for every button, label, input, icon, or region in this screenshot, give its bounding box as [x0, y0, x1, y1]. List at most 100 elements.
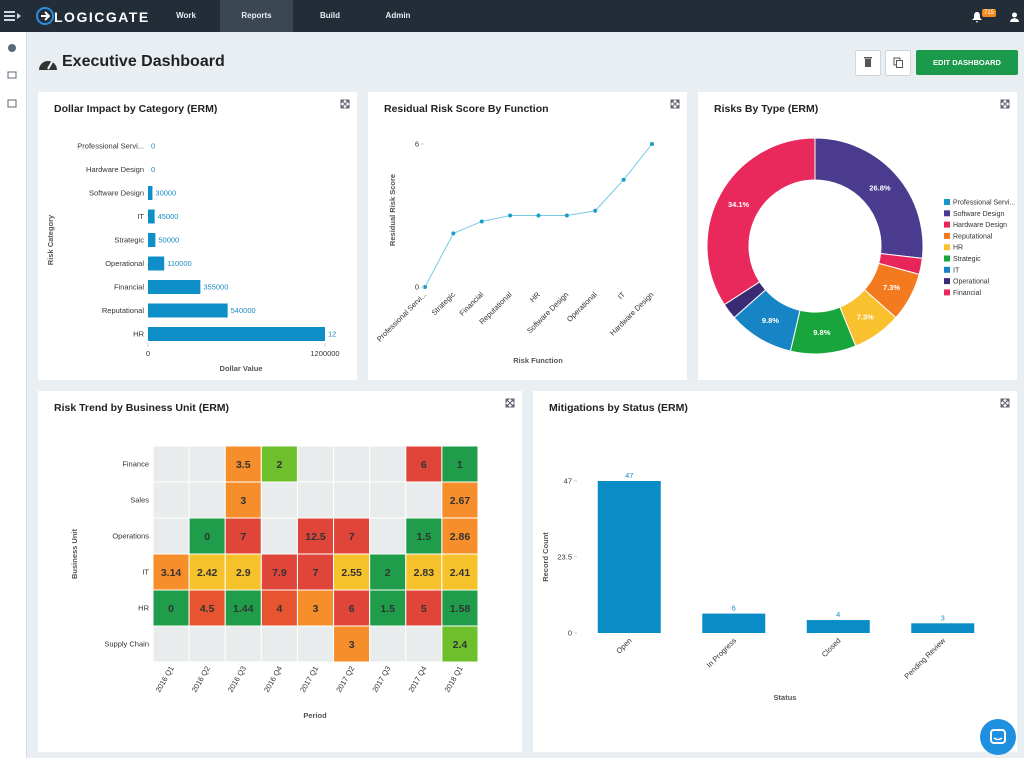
- value-label: 47: [625, 471, 633, 480]
- empty-cell: [260, 517, 298, 555]
- value-label: 3: [941, 613, 945, 622]
- category-label: Software Design: [89, 189, 144, 198]
- x-tick-label: Pending Review: [902, 636, 947, 681]
- expand-icon[interactable]: [505, 398, 515, 408]
- cell-label: 2.83: [414, 567, 435, 579]
- sidebar-icons[interactable]: [0, 32, 26, 122]
- cell-label: 2.41: [450, 567, 471, 579]
- legend-label: Professional Servi...: [953, 200, 1015, 207]
- empty-cell: [188, 445, 226, 483]
- category-label: Strategic: [114, 236, 144, 245]
- nav-admin[interactable]: Admin: [385, 11, 411, 20]
- x-axis-label: Status: [774, 693, 797, 702]
- chart-title: Residual Risk Score By Function: [384, 103, 549, 115]
- chart: 0 23.5 47 47 Open 6 In Progress 4 Closed 3 Pending…: [541, 398, 1010, 702]
- cell-label: 4.5: [200, 603, 215, 615]
- edit-dashboard-button[interactable]: EDIT DASHBOARD: [916, 50, 1018, 75]
- page-title: Executive Dashboard: [62, 53, 225, 70]
- cell: [333, 517, 371, 555]
- cell-label: 0: [204, 531, 210, 543]
- chat-button[interactable]: [980, 719, 1016, 755]
- cell-label: 1.5: [417, 531, 432, 543]
- chart-card: 0 23.5 47 47 Open 6 In Progress 4 Closed 3 Pending…: [533, 391, 1017, 752]
- cell-label: 3: [313, 603, 319, 615]
- x-tick-label: 0: [146, 349, 150, 358]
- edit-button-label: EDIT DASHBOARD: [933, 58, 1001, 67]
- nav-reports[interactable]: Reports: [220, 0, 293, 32]
- cell: [188, 589, 226, 627]
- cell-label: 2.4: [453, 639, 468, 651]
- column-label: 2016 Q3: [226, 665, 248, 694]
- expand-icon[interactable]: [1000, 99, 1010, 109]
- chart-title: Dollar Impact by Category (ERM): [54, 103, 218, 115]
- value-label: 50000: [158, 236, 179, 245]
- cell-label: 2.9: [236, 567, 251, 579]
- legend-swatch: [944, 244, 950, 251]
- cell-label: 5: [421, 603, 427, 615]
- expand-icon[interactable]: [1000, 398, 1010, 408]
- point: [451, 231, 456, 236]
- value-label: 12: [328, 330, 336, 339]
- cell: [441, 445, 479, 483]
- x-tick-label: Closed: [820, 636, 843, 659]
- bar: [597, 481, 661, 633]
- cell: [369, 553, 407, 591]
- cell-label: 3.5: [236, 459, 251, 471]
- delete-button[interactable]: [855, 50, 881, 76]
- empty-cell: [260, 481, 298, 519]
- value-label: 45000: [158, 212, 179, 221]
- empty-cell: [152, 445, 190, 483]
- logo[interactable]: LOGICGATE: [54, 9, 150, 25]
- nav-build[interactable]: Build: [320, 11, 340, 20]
- expand-icon[interactable]: [670, 99, 680, 109]
- bar: [148, 209, 155, 224]
- cell-label: 3.14: [161, 567, 182, 579]
- slice-label: 26.8%: [869, 184, 891, 193]
- slice: [814, 137, 924, 259]
- cell-label: 6: [421, 459, 427, 471]
- notification-badge: 715: [982, 9, 997, 17]
- category-label: Professional Servi...: [77, 142, 144, 151]
- bar: [148, 303, 228, 318]
- chart: Professional Servi... Strategic Financial R…: [375, 99, 680, 365]
- cell-label: 7: [313, 567, 319, 579]
- cell: [441, 517, 479, 555]
- chart: Professional Servi... 0 Hardware Design 0 So…: [46, 99, 350, 373]
- expand-icon[interactable]: [340, 99, 350, 109]
- user-icon[interactable]: [1010, 12, 1019, 22]
- point: [593, 208, 598, 213]
- slice-label: 7.3%: [857, 312, 874, 321]
- cell-label: 2.67: [450, 495, 471, 507]
- cell-label: 0: [168, 603, 174, 615]
- cell-label: 1.58: [450, 603, 471, 615]
- bell-icon[interactable]: [972, 12, 982, 23]
- cell-label: 2: [385, 567, 391, 579]
- cell: [152, 553, 190, 591]
- empty-cell: [188, 625, 226, 663]
- value-label: 540000: [231, 306, 256, 315]
- empty-cell: [405, 481, 443, 519]
- cell-label: 1: [457, 459, 463, 471]
- copy-button[interactable]: [885, 50, 911, 76]
- legend-label: IT: [953, 267, 960, 274]
- dashboard-icon: [39, 61, 57, 70]
- cell-label: 3: [349, 639, 355, 651]
- cell-label: 3: [240, 495, 246, 507]
- category-label: Operational: [105, 259, 144, 268]
- bar: [702, 613, 766, 633]
- bar: [148, 186, 153, 200]
- value-label: 6: [732, 604, 736, 613]
- logo-icon: [36, 7, 54, 25]
- row-label: HR: [138, 604, 149, 613]
- empty-cell: [296, 445, 335, 483]
- y-tick-label: 0: [568, 629, 572, 638]
- value-label: 30000: [155, 189, 176, 198]
- x-tick-label: Strategic: [429, 290, 456, 317]
- cell: [405, 517, 443, 555]
- menu-icon[interactable]: [4, 9, 22, 23]
- x-tick-label: 1200000: [310, 349, 339, 358]
- nav-work[interactable]: Work: [176, 11, 196, 20]
- x-axis-label: Dollar Value: [220, 364, 263, 373]
- y-tick-label: 47: [564, 477, 572, 486]
- empty-cell: [152, 481, 190, 519]
